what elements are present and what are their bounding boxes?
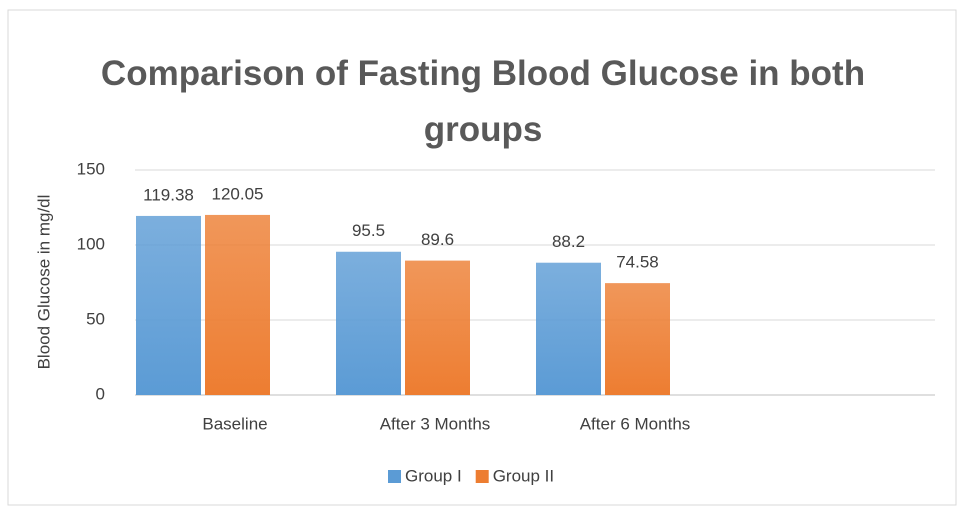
value-label: 88.2 [552,232,585,251]
chart-border [7,9,957,506]
value-label: 89.6 [421,230,454,249]
value-label: 120.05 [212,184,264,203]
y-tick-label: 150 [77,159,105,178]
y-axis-label: Blood Glucose in mg/dl [34,195,53,370]
legend-swatch [475,470,489,483]
bar [605,283,670,395]
legend-label: Group I [405,466,462,485]
y-tick-label: 0 [96,384,105,403]
legend-label: Group II [493,466,554,485]
bar [205,214,270,395]
x-tick-label: Baseline [202,414,267,433]
y-tick-label: 50 [86,309,105,328]
x-tick-label: After 6 Months [580,414,691,433]
x-tick-label: After 3 Months [380,414,491,433]
bar [536,262,601,395]
bar [336,251,401,395]
y-tick-label: 100 [77,234,105,253]
legend-swatch [388,470,401,483]
value-label: 95.5 [352,221,385,240]
bar [136,215,201,395]
chart-title: Comparison of Fasting Blood Glucose in b… [100,54,866,149]
value-label: 119.38 [143,185,194,204]
value-label: 74.58 [616,253,659,272]
bar [405,260,470,395]
